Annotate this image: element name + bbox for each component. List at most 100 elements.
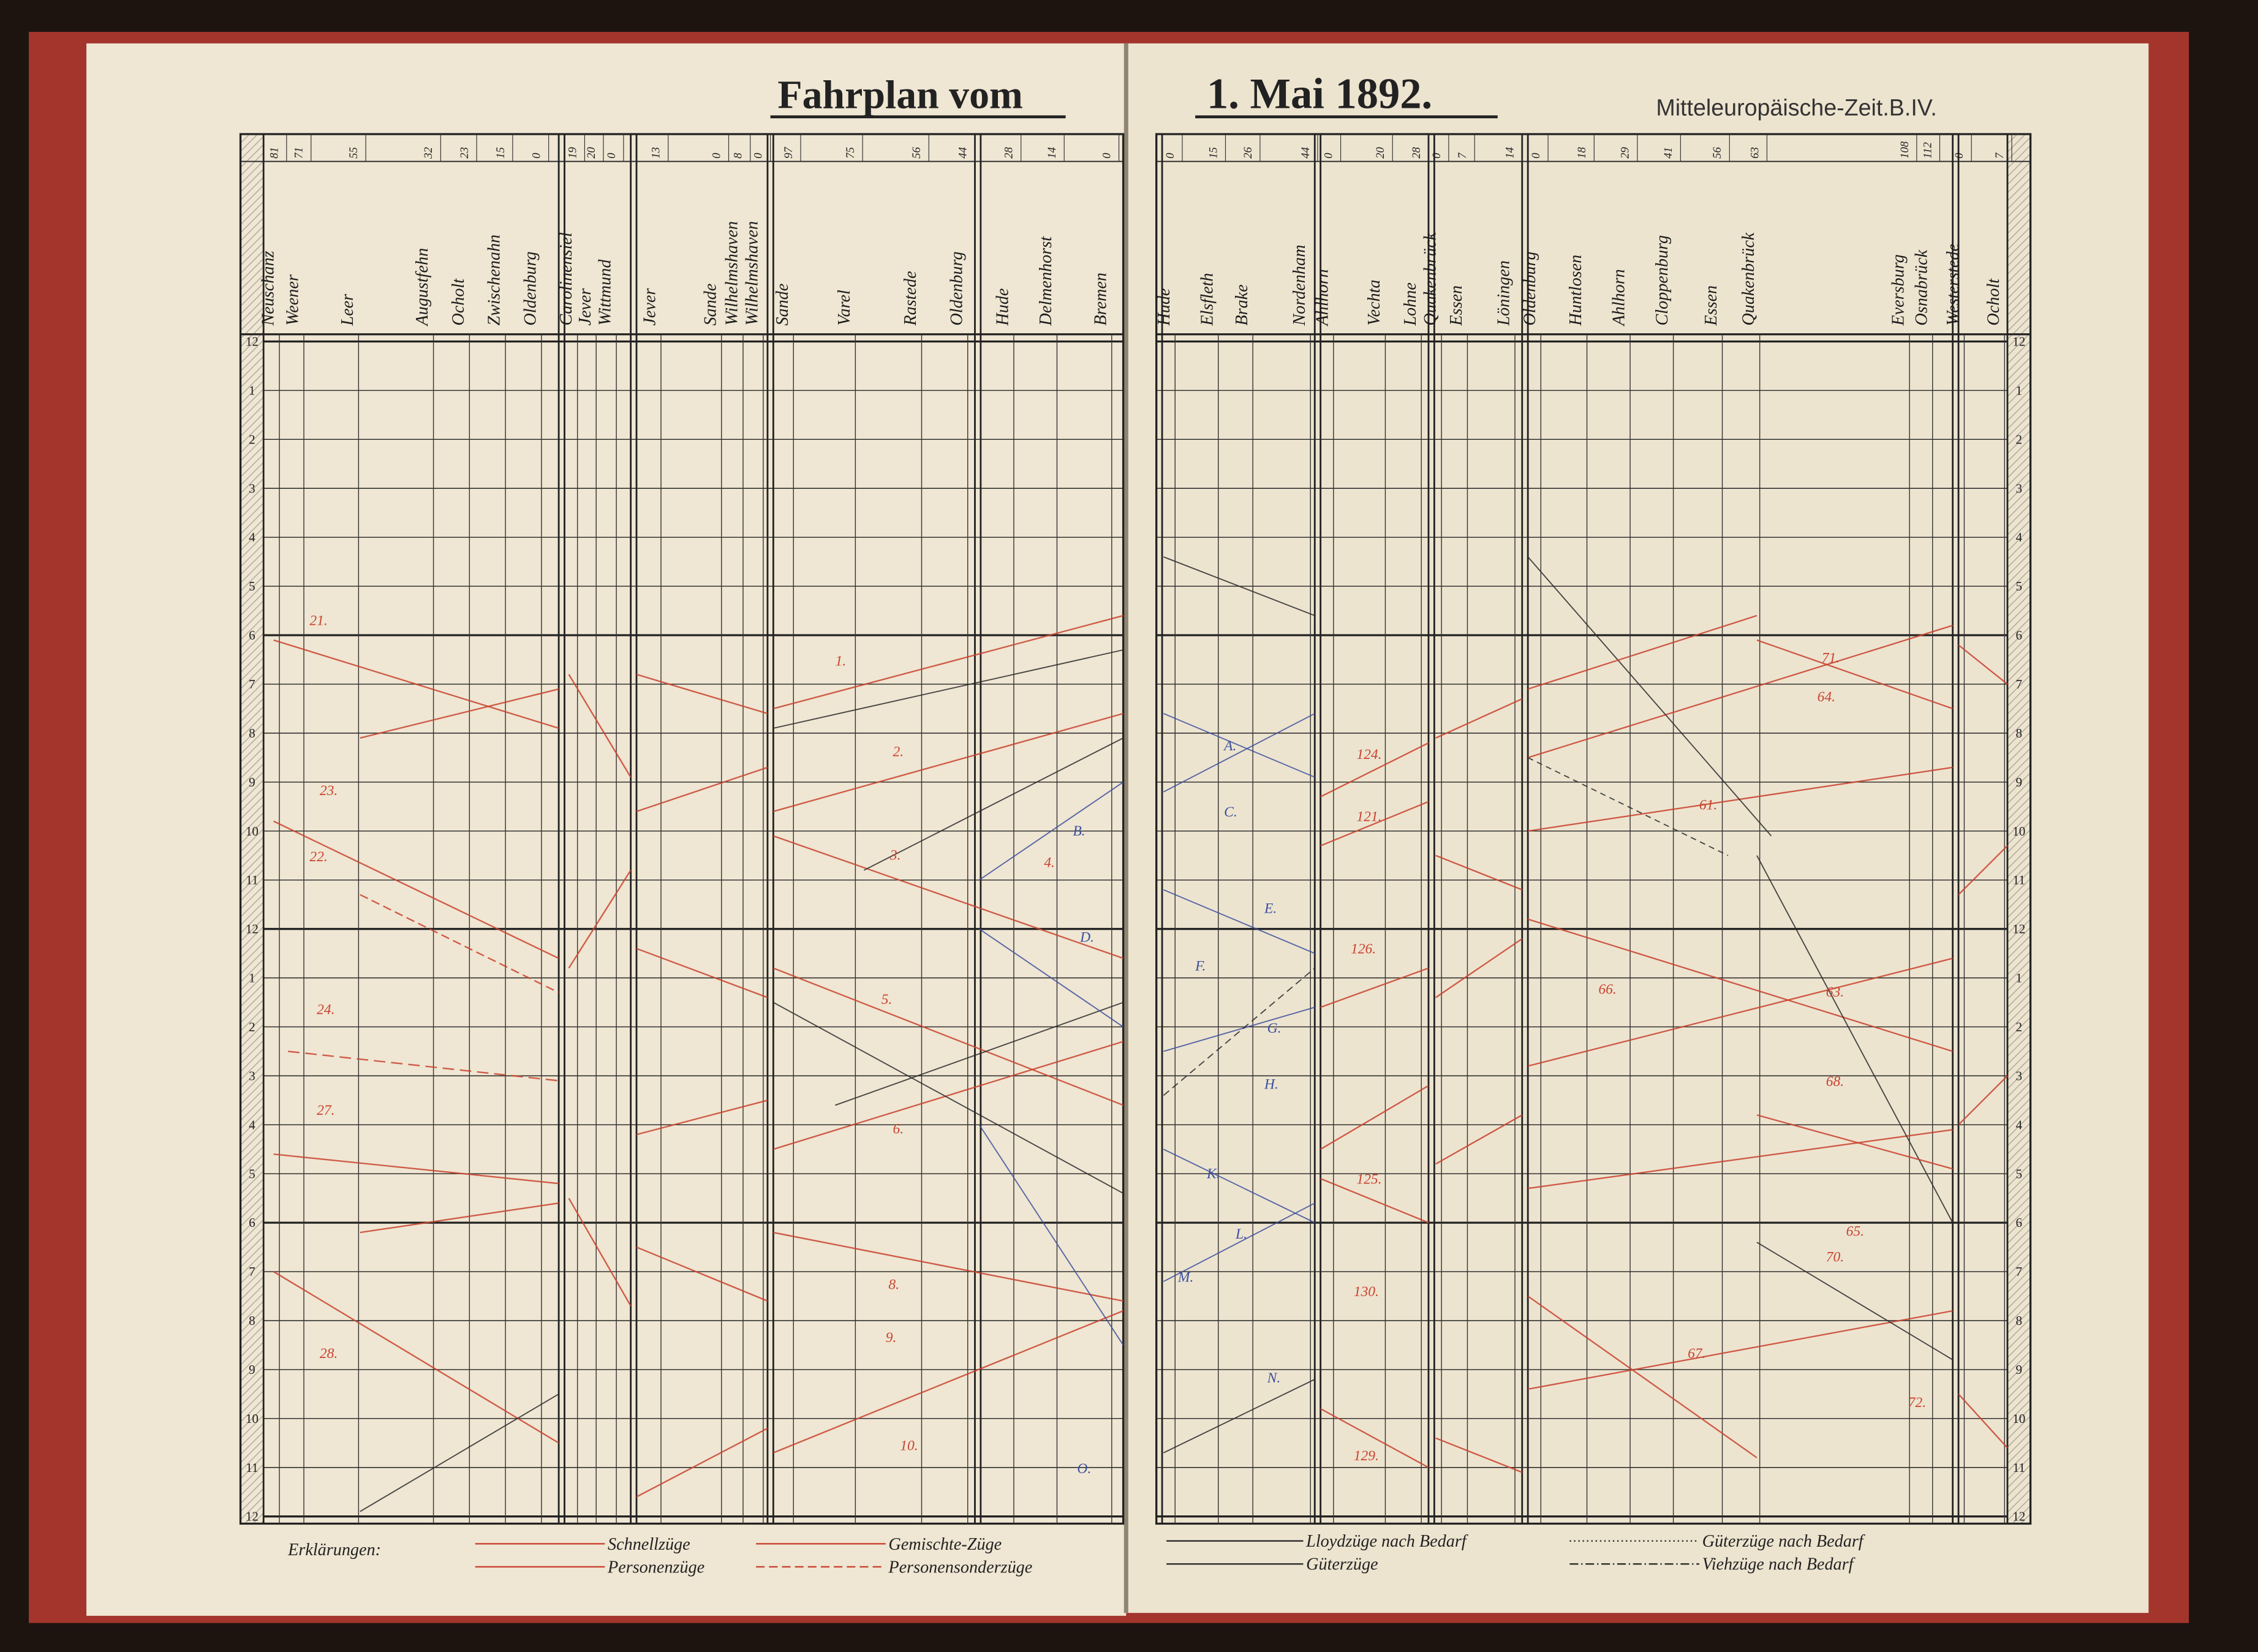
station-km: 13 [650,147,663,159]
train-path [636,1099,768,1136]
station-name: Lohne [1401,282,1420,326]
train-path [1528,1129,1953,1190]
station-km: 44 [956,147,969,159]
station-km: 19 [566,147,579,159]
train-number: O. [1077,1461,1091,1477]
station-name: Jever [576,288,595,326]
train-path [360,688,559,739]
train-path [773,712,1123,812]
station-km: 44 [1299,147,1312,159]
train-path [360,894,559,994]
hour-label: 5 [2015,579,2022,594]
train-number: 63. [1826,984,1844,1000]
station-km: 7 [1456,152,1469,159]
legend-label: Schnellzüge [608,1535,690,1554]
train-number: 68. [1826,1074,1844,1090]
station-name: Sande [701,284,720,326]
train-path [1435,938,1523,998]
train-path [1527,556,1772,837]
station-km: 0 [1430,153,1443,159]
train-path [1320,1178,1429,1224]
station-km: 15 [1207,147,1220,159]
train-number: 124. [1356,747,1381,763]
train-path [1163,967,1315,1096]
station-km: 97 [782,146,795,159]
train-number: L. [1235,1226,1247,1242]
right-page [1126,43,2149,1613]
train-path [636,673,768,715]
train-number: 66. [1598,981,1616,997]
train-number: 24. [317,1001,334,1017]
train-path [772,1310,1124,1454]
train-path [1756,1114,1953,1170]
train-path [1958,1075,2008,1126]
train-path [636,1247,768,1302]
legend-label: Güterzüge [1306,1555,1378,1574]
hour-label: 7 [249,677,255,692]
train-path [1435,1437,1523,1473]
hour-label: 5 [2015,1166,2022,1181]
hour-label: 1 [249,971,255,986]
train-number: 125. [1356,1172,1381,1188]
train-path [1163,713,1315,778]
hour-label: 1 [2015,971,2022,986]
station-km: 20 [585,147,598,159]
train-path [1958,1394,2008,1449]
hour-label: 4 [2015,530,2022,545]
train-path [1320,801,1429,847]
train-number: 4. [1044,854,1055,870]
legend-title: Erklärungen: [287,1541,381,1560]
hour-label: 7 [249,1264,255,1279]
hour-label: 12 [2012,922,2025,937]
train-path [273,1271,559,1444]
train-path [773,1231,1123,1302]
hour-label: 10 [246,1411,259,1426]
station-name: Oldenburg [1520,252,1539,326]
station-km: 8 [732,153,745,159]
train-path [773,1041,1123,1150]
station-km: 0 [531,153,543,159]
train-number: A. [1223,738,1236,754]
hour-label: 2 [2015,432,2022,447]
train-path [1320,967,1429,1008]
hour-label: 12 [246,1509,259,1524]
train-number: 6. [893,1121,904,1137]
train-path [1320,1085,1429,1150]
hour-label: 3 [2015,1068,2022,1083]
station-name: Elsfleth [1198,273,1217,326]
train-number: 64. [1818,689,1835,705]
train-path [1527,957,1953,1067]
train-path [1163,1006,1315,1052]
train-path [1527,766,1953,832]
hour-label: 4 [2015,1117,2022,1132]
train-path [636,766,768,812]
train-path [1756,639,1954,710]
train-path [1320,1408,1429,1468]
station-km: 0 [1164,153,1177,159]
train-path [1756,1242,1954,1360]
train-path [273,639,559,730]
legend: Erklärungen: Schnellzüge Personenzüge Gemi… [287,1532,1866,1577]
train-number: F. [1195,959,1206,975]
station-km: 20 [1374,147,1387,159]
train-path [568,870,632,969]
hour-label: 8 [249,726,255,741]
train-number: 67. [1688,1346,1705,1362]
legend-label: Lloydzüge nach Bedarf [1305,1532,1469,1551]
train-path [1163,1148,1315,1223]
hour-label: 7 [2015,1264,2022,1279]
train-number: 126. [1351,941,1376,957]
train-path [772,835,1123,959]
station-name: Weener [284,274,303,326]
station-name: Delmenhorst [1036,236,1055,326]
train-number: 28. [320,1346,338,1362]
train-path [1163,1202,1315,1282]
hour-label: 11 [246,873,258,888]
station-km: 56 [1711,147,1724,159]
train-path [1527,1296,1758,1458]
station-name: Wilhelmshaven [743,221,762,326]
hour-label: 9 [2015,1362,2022,1377]
train-path [360,1394,559,1512]
hour-label: 9 [249,775,255,790]
hour-label: 12 [246,334,259,349]
